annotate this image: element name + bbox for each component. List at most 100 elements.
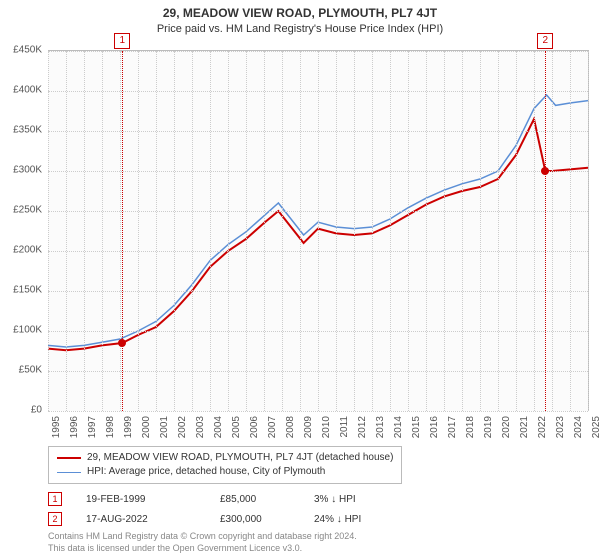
gridline-h [48,411,588,412]
x-tick-label: 1998 [105,416,116,438]
x-tick-label: 2001 [159,416,170,438]
x-tick-label: 2010 [321,416,332,438]
x-tick-label: 2012 [357,416,368,438]
x-tick-label: 2013 [375,416,386,438]
gridline-v [588,51,589,411]
event-marker-2 [541,167,549,175]
legend-item-hpi: HPI: Average price, detached house, City… [57,465,393,479]
legend-label-hpi: HPI: Average price, detached house, City… [87,465,325,479]
sales-date-1: 19-FEB-1999 [86,494,196,505]
x-tick-label: 1995 [51,416,62,438]
gridline-v [354,51,355,411]
gridline-v [372,51,373,411]
x-tick-label: 2011 [339,416,350,438]
gridline-v [246,51,247,411]
y-tick-label: £350K [0,125,42,136]
gridline-v [156,51,157,411]
x-tick-label: 2015 [411,416,422,438]
sales-date-2: 17-AUG-2022 [86,514,196,525]
gridline-v [480,51,481,411]
sales-marker-2: 2 [48,512,62,526]
gridline-v [102,51,103,411]
sales-price-1: £85,000 [220,494,290,505]
sales-row-1: 1 19-FEB-1999 £85,000 3% ↓ HPI [48,492,394,506]
gridline-v [48,51,49,411]
x-tick-label: 2025 [591,416,600,438]
gridline-v [138,51,139,411]
y-tick-label: £150K [0,285,42,296]
gridline-v [300,51,301,411]
plot-region: 12 [48,50,589,411]
gridline-v [192,51,193,411]
y-tick-label: £100K [0,325,42,336]
legend-label-subject: 29, MEADOW VIEW ROAD, PLYMOUTH, PL7 4JT … [87,451,393,465]
sales-table: 1 19-FEB-1999 £85,000 3% ↓ HPI 2 17-AUG-… [48,492,394,532]
gridline-v [84,51,85,411]
x-tick-label: 2019 [483,416,494,438]
gridline-v [282,51,283,411]
gridline-v [516,51,517,411]
x-tick-label: 2020 [501,416,512,438]
gridline-v [66,51,67,411]
chart-area: 12 £0£50K£100K£150K£200K£250K£300K£350K£… [48,50,588,410]
x-tick-label: 2008 [285,416,296,438]
footer-line-1: Contains HM Land Registry data © Crown c… [48,530,357,542]
x-tick-label: 1997 [87,416,98,438]
x-tick-label: 2023 [555,416,566,438]
x-tick-label: 2022 [537,416,548,438]
gridline-v [498,51,499,411]
legend-item-subject: 29, MEADOW VIEW ROAD, PLYMOUTH, PL7 4JT … [57,451,393,465]
gridline-v [408,51,409,411]
sales-diff-1: 3% ↓ HPI [314,494,394,505]
event-marker-1 [118,339,126,347]
gridline-v [444,51,445,411]
x-tick-label: 1999 [123,416,134,438]
event-box-2: 2 [537,33,553,49]
x-tick-label: 2002 [177,416,188,438]
gridline-v [570,51,571,411]
x-tick-label: 2016 [429,416,440,438]
sales-row-2: 2 17-AUG-2022 £300,000 24% ↓ HPI [48,512,394,526]
sales-marker-1: 1 [48,492,62,506]
gridline-v [318,51,319,411]
legend: 29, MEADOW VIEW ROAD, PLYMOUTH, PL7 4JT … [48,446,402,484]
sales-diff-2: 24% ↓ HPI [314,514,394,525]
y-tick-label: £200K [0,245,42,256]
y-tick-label: £250K [0,205,42,216]
x-tick-label: 2004 [213,416,224,438]
gridline-v [534,51,535,411]
title-subtitle: Price paid vs. HM Land Registry's House … [0,23,600,35]
y-tick-label: £400K [0,85,42,96]
x-tick-label: 2018 [465,416,476,438]
legend-swatch-subject [57,457,81,459]
y-tick-label: £300K [0,165,42,176]
x-tick-label: 2005 [231,416,242,438]
title-address: 29, MEADOW VIEW ROAD, PLYMOUTH, PL7 4JT [0,6,600,20]
gridline-v [552,51,553,411]
footer: Contains HM Land Registry data © Crown c… [48,530,357,554]
event-box-1: 1 [114,33,130,49]
x-tick-label: 2017 [447,416,458,438]
y-tick-label: £450K [0,45,42,56]
gridline-v [228,51,229,411]
gridline-v [174,51,175,411]
chart-container: 29, MEADOW VIEW ROAD, PLYMOUTH, PL7 4JT … [0,0,600,560]
event-line-2 [545,51,546,411]
event-line-1 [122,51,123,411]
legend-swatch-hpi [57,472,81,473]
gridline-v [264,51,265,411]
x-tick-label: 1996 [69,416,80,438]
title-block: 29, MEADOW VIEW ROAD, PLYMOUTH, PL7 4JT … [0,0,600,35]
x-tick-label: 2014 [393,416,404,438]
gridline-v [426,51,427,411]
x-tick-label: 2024 [573,416,584,438]
gridline-v [336,51,337,411]
gridline-v [210,51,211,411]
sales-price-2: £300,000 [220,514,290,525]
gridline-v [390,51,391,411]
x-tick-label: 2000 [141,416,152,438]
y-tick-label: £0 [0,405,42,416]
gridline-v [120,51,121,411]
x-tick-label: 2021 [519,416,530,438]
x-tick-label: 2009 [303,416,314,438]
